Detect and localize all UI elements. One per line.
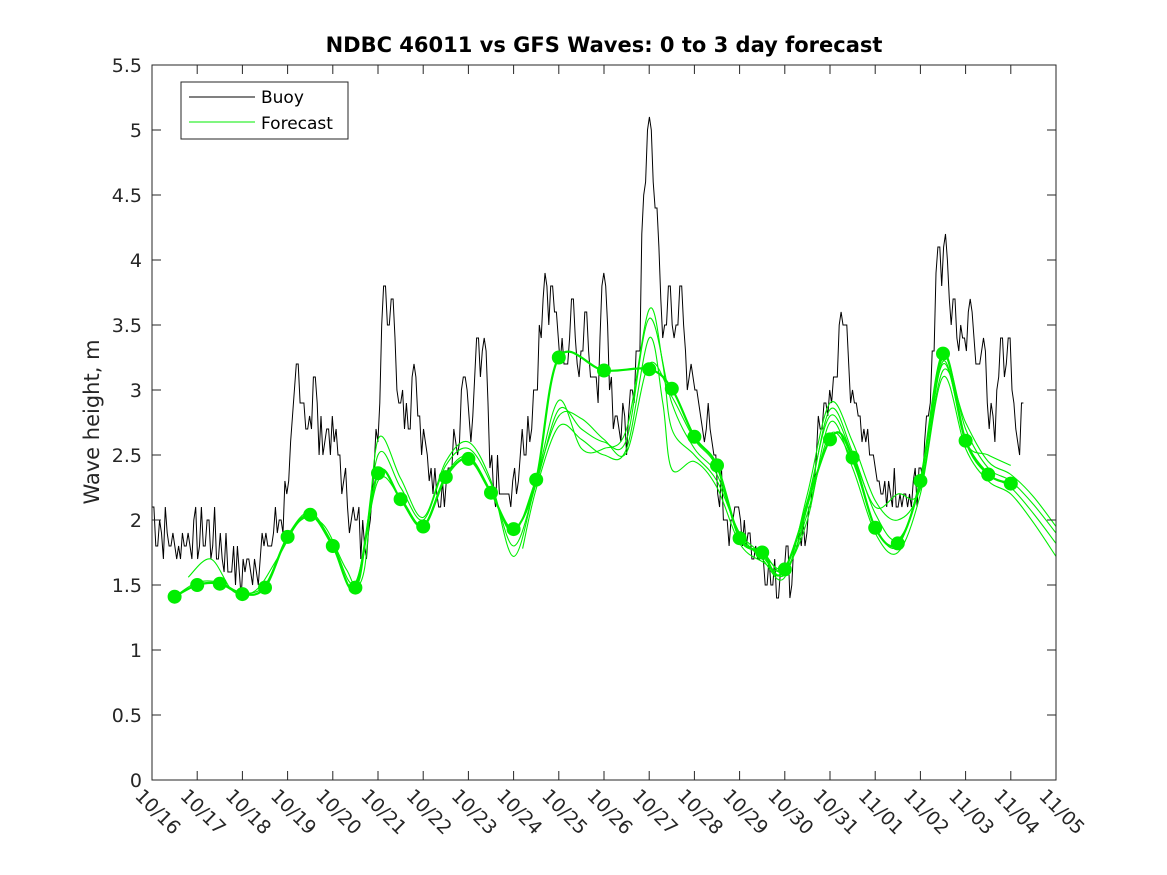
forecast-marker [710,458,724,473]
x-tick-label: 10/30 [763,785,817,839]
forecast-marker [167,589,182,604]
forecast-marker [551,350,566,365]
x-tick-label: 11/05 [1034,785,1088,839]
forecast-marker [280,529,295,544]
forecast-marker [913,474,928,488]
forecast-marker [303,507,318,522]
y-tick-label: 4 [130,250,142,272]
x-tick-label: 11/01 [854,785,908,839]
x-tick-label: 11/02 [899,785,953,839]
y-tick-label: 1 [130,640,142,662]
forecast-marker [890,536,905,551]
y-tick-label: 3 [130,380,142,402]
forecast-marker [506,522,521,537]
forecast-marker [393,492,408,507]
forecast-marker [325,539,340,553]
x-tick-label: 10/25 [537,785,591,839]
legend: Buoy Forecast [180,81,349,140]
y-tick-label: 2 [130,510,142,532]
forecast-marker [190,578,205,592]
x-tick-label: 10/27 [628,785,682,839]
x-tick-label: 11/03 [944,785,998,839]
x-tick-label: 10/28 [673,785,727,839]
forecast-marker [845,450,860,465]
x-tick-label: 10/20 [311,785,365,839]
forecast-marker [416,519,431,534]
x-tick-label: 11/04 [989,785,1043,839]
chart-title: NDBC 46011 vs GFS Waves: 0 to 3 day fore… [326,33,883,57]
x-tick-label: 10/29 [718,785,772,839]
y-tick-label: 2.5 [112,445,142,467]
forecast-marker [438,470,453,485]
x-tick-label: 10/26 [582,785,636,839]
y-axis-label: Wave height, m [80,339,104,504]
y-tick-label: 0 [130,770,142,792]
x-tick-label: 10/22 [402,785,456,839]
y-tick-label: 0.5 [112,705,142,727]
x-tick-label: 10/24 [492,785,546,839]
y-tick-label: 3.5 [112,315,142,337]
forecast-marker [371,466,385,481]
x-tick-label: 10/18 [221,785,275,839]
forecast-marker [258,580,272,595]
forecast-marker [823,432,837,447]
buoy-series [152,116,1024,599]
forecast-marker [529,472,544,487]
forecast-marker [981,467,996,482]
x-tick-label: 10/21 [356,785,410,839]
x-tick-label: 10/17 [176,785,230,839]
forecast-marker [235,587,250,602]
forecast-marker [1003,476,1018,491]
y-tick-label: 1.5 [112,575,142,597]
legend-box [180,81,349,140]
x-tick-label: 10/19 [266,785,320,839]
y-axis: 0 0.5 1 1.5 2 2.5 3 3.5 4 4.5 5 5.5 [112,55,1056,792]
forecast-marker [597,363,611,378]
forecast-marker [732,531,747,546]
buoy-line [152,116,1024,599]
legend-forecast-label: Forecast [261,114,333,134]
x-tick-label: 10/23 [447,785,501,839]
forecast-marker [687,429,702,444]
y-tick-label: 5.5 [112,55,142,77]
forecast-marker [868,520,883,535]
forecast-marker [755,545,770,560]
plot-area [152,65,1056,780]
forecast-markers [167,346,1018,604]
y-tick-label: 5 [130,120,142,142]
forecast-marker [212,576,227,591]
forecast-marker [958,433,973,448]
forecast-marker [777,562,792,577]
forecast-marker [936,346,950,361]
forecast-marker [461,451,476,466]
y-tick-label: 4.5 [112,185,142,207]
x-tick-label: 10/16 [130,785,184,839]
forecast-marker [664,381,679,396]
forecast-marker [348,580,363,595]
x-tick-label: 10/31 [808,785,862,839]
legend-buoy-label: Buoy [261,88,304,108]
forecast-marker [642,362,657,377]
forecast-marker [484,485,498,500]
